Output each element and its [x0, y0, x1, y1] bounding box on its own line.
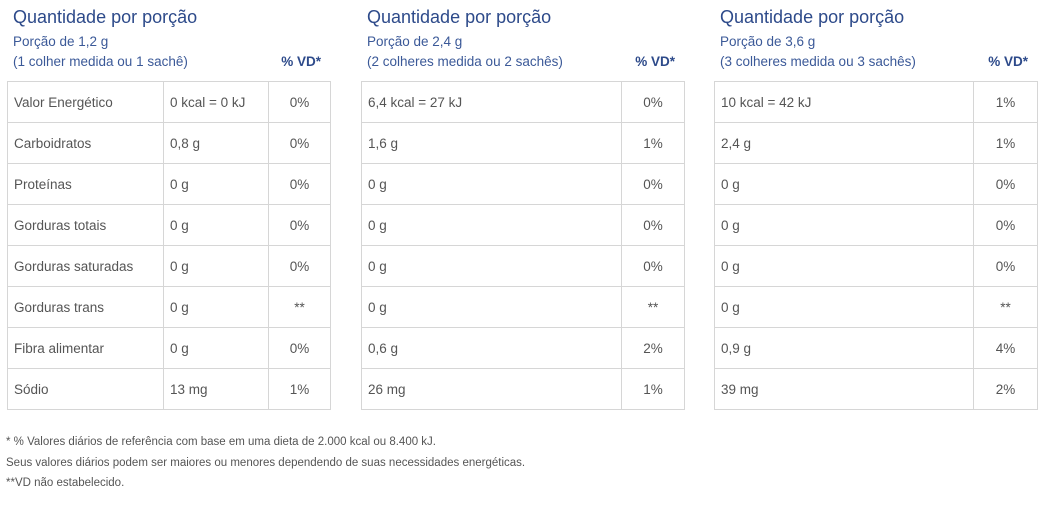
nutrient-name: Fibra alimentar — [7, 327, 164, 369]
nutrient-name: Carboidratos — [7, 122, 164, 164]
nutrient-name: Gorduras totais — [7, 204, 164, 246]
nutrient-vd: 0% — [621, 81, 685, 123]
nutrient-amount: 0 g — [361, 245, 622, 287]
nutrient-vd: 1% — [621, 368, 685, 410]
nutrient-amount: 6,4 kcal = 27 kJ — [361, 81, 622, 123]
nutrient-amount: 39 mg — [714, 368, 974, 410]
nutrient-amount: 26 mg — [361, 368, 622, 410]
vd-header: % VD* — [635, 54, 675, 69]
table-row: 0 g 0% — [361, 245, 685, 287]
nutrient-vd: 0% — [621, 245, 685, 287]
nutrient-vd: 1% — [268, 368, 331, 410]
nutrient-amount: 0,8 g — [163, 122, 269, 164]
table-row: Proteínas 0 g 0% — [7, 163, 331, 205]
nutrient-name: Valor Energético — [7, 81, 164, 123]
table-row: 6,4 kcal = 27 kJ 0% — [361, 81, 685, 123]
table-row: 26 mg 1% — [361, 368, 685, 410]
nutrient-amount: 0 g — [714, 163, 974, 205]
nutrient-vd: 0% — [268, 204, 331, 246]
nutrient-amount: 0 g — [714, 245, 974, 287]
nutrient-amount: 10 kcal = 42 kJ — [714, 81, 974, 123]
table-row: 0 g 0% — [714, 245, 1038, 287]
nutrient-vd: ** — [973, 286, 1038, 328]
nutrient-vd: 4% — [973, 327, 1038, 369]
table-row: 0,9 g 4% — [714, 327, 1038, 369]
nutrient-amount: 0 g — [714, 204, 974, 246]
table-row: 10 kcal = 42 kJ 1% — [714, 81, 1038, 123]
panel-title: Quantidade por porção — [720, 7, 905, 27]
footnote-vd-not-established: **VD não estabelecido. — [6, 477, 125, 489]
table-row: 0 g ** — [714, 286, 1038, 328]
table-row: Gorduras saturadas 0 g 0% — [7, 245, 331, 287]
table-row: Gorduras totais 0 g 0% — [7, 204, 331, 246]
table-row: 0,6 g 2% — [361, 327, 685, 369]
nutrition-table: Valor Energético 0 kcal = 0 kJ 0% Carboidr… — [7, 81, 331, 410]
table-row: 0 g 0% — [714, 204, 1038, 246]
nutrient-amount: 1,6 g — [361, 122, 622, 164]
table-row: Gorduras trans 0 g ** — [7, 286, 331, 328]
table-row: Fibra alimentar 0 g 0% — [7, 327, 331, 369]
nutrient-vd: 1% — [621, 122, 685, 164]
nutrient-name: Proteínas — [7, 163, 164, 205]
table-row: 0 g 0% — [361, 163, 685, 205]
nutrient-vd: 0% — [973, 163, 1038, 205]
table-row: 1,6 g 1% — [361, 122, 685, 164]
nutrient-name: Sódio — [7, 368, 164, 410]
panel-title: Quantidade por porção — [367, 7, 552, 27]
portion-description: (3 colheres medida ou 3 sachês) — [720, 54, 916, 69]
portion-size: Porção de 1,2 g — [13, 34, 109, 49]
nutrient-vd: 0% — [973, 245, 1038, 287]
nutrition-table: 6,4 kcal = 27 kJ 0% 1,6 g 1% 0 g 0% 0 g 0% 0… — [361, 81, 685, 410]
vd-header: % VD* — [281, 54, 321, 69]
nutrient-vd: 0% — [268, 81, 331, 123]
nutrient-amount: 0 g — [163, 286, 269, 328]
nutrient-vd: 2% — [621, 327, 685, 369]
portion-description: (1 colher medida ou 1 sachê) — [13, 54, 188, 69]
table-row: Carboidratos 0,8 g 0% — [7, 122, 331, 164]
nutrient-vd: 0% — [268, 122, 331, 164]
table-row: 0 g 0% — [361, 204, 685, 246]
nutrient-vd: 0% — [621, 163, 685, 205]
table-row: 0 g 0% — [714, 163, 1038, 205]
footnote-reference-values: * % Valores diários de referência com ba… — [6, 436, 436, 448]
table-row: 2,4 g 1% — [714, 122, 1038, 164]
nutrient-vd: 1% — [973, 81, 1038, 123]
nutrient-amount: 13 mg — [163, 368, 269, 410]
nutrient-amount: 0 g — [361, 286, 622, 328]
portion-size: Porção de 3,6 g — [720, 34, 816, 49]
nutrient-vd: 0% — [621, 204, 685, 246]
nutrient-vd: ** — [621, 286, 685, 328]
panel-title: Quantidade por porção — [13, 7, 198, 27]
nutrient-amount: 0 g — [163, 204, 269, 246]
nutrition-table: 10 kcal = 42 kJ 1% 2,4 g 1% 0 g 0% 0 g 0% 0 … — [714, 81, 1038, 410]
table-row: Sódio 13 mg 1% — [7, 368, 331, 410]
nutrient-amount: 0 g — [361, 204, 622, 246]
vd-header: % VD* — [988, 54, 1028, 69]
nutrient-vd: 0% — [973, 204, 1038, 246]
nutrient-vd: 0% — [268, 327, 331, 369]
footnote-daily-values: Seus valores diários podem ser maiores o… — [6, 456, 526, 469]
footnotes: * % Valores diários de referência com ba… — [6, 432, 525, 494]
nutrient-amount: 0,6 g — [361, 327, 622, 369]
nutrient-amount: 0 g — [361, 163, 622, 205]
nutrient-amount: 0 g — [163, 163, 269, 205]
nutrient-vd: 0% — [268, 245, 331, 287]
nutrient-vd: 2% — [973, 368, 1038, 410]
nutrient-amount: 0 g — [714, 286, 974, 328]
table-row: Valor Energético 0 kcal = 0 kJ 0% — [7, 81, 331, 123]
nutrient-vd: 1% — [973, 122, 1038, 164]
nutrient-amount: 2,4 g — [714, 122, 974, 164]
nutrient-amount: 0 g — [163, 245, 269, 287]
portion-size: Porção de 2,4 g — [367, 34, 463, 49]
nutrient-amount: 0 kcal = 0 kJ — [163, 81, 269, 123]
portion-description: (2 colheres medida ou 2 sachês) — [367, 54, 563, 69]
nutrient-vd: 0% — [268, 163, 331, 205]
table-row: 39 mg 2% — [714, 368, 1038, 410]
nutrient-amount: 0,9 g — [714, 327, 974, 369]
nutrient-amount: 0 g — [163, 327, 269, 369]
nutrient-vd: ** — [268, 286, 331, 328]
nutrient-name: Gorduras trans — [7, 286, 164, 328]
nutrient-name: Gorduras saturadas — [7, 245, 164, 287]
table-row: 0 g ** — [361, 286, 685, 328]
